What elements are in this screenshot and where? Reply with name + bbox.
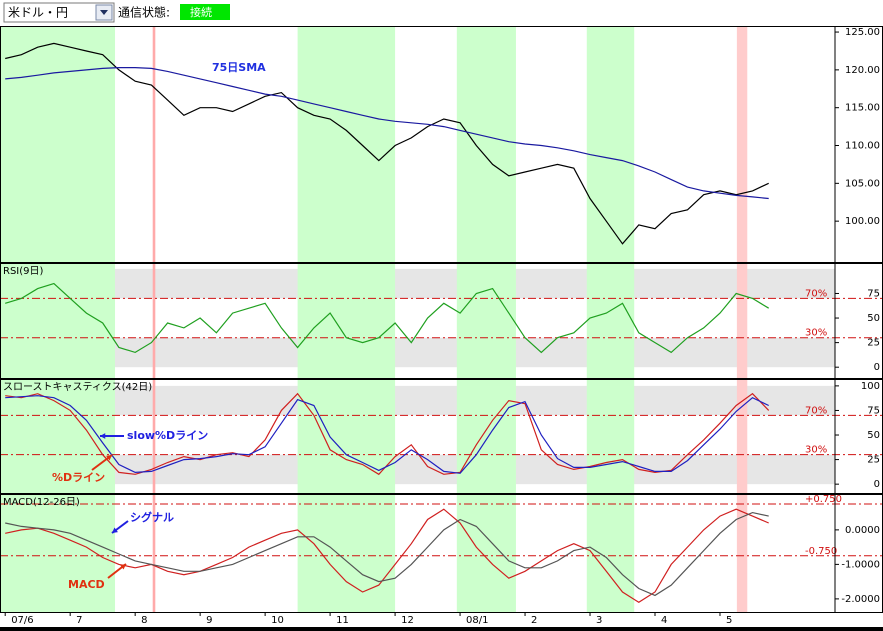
shade-band <box>0 337 835 368</box>
y-tick-label: 25 <box>867 338 880 349</box>
highlight-band <box>456 263 516 378</box>
x-tick-label: 2 <box>531 615 537 626</box>
annotation: シグナル <box>130 510 174 524</box>
panel-title: RSI(9日) <box>3 266 44 277</box>
highlight-band <box>456 379 516 493</box>
x-tick-label: 07/6 <box>11 615 33 626</box>
arrow-head <box>106 455 112 461</box>
y-tick-label: 25 <box>867 455 880 466</box>
shade-band <box>0 268 835 299</box>
dropdown-arrow <box>100 10 108 15</box>
arrow-head <box>112 527 118 533</box>
highlight-band <box>736 26 748 262</box>
series-line <box>5 392 770 476</box>
series-line <box>5 67 769 200</box>
y-tick-label: 125.00 <box>845 27 880 38</box>
highlight-band <box>0 263 116 378</box>
highlight-band <box>736 494 748 612</box>
x-tick-label: 11 <box>336 615 349 626</box>
status-text: 接続 <box>190 5 212 19</box>
y-tick-label: 75 <box>867 405 880 416</box>
series-line <box>5 511 769 597</box>
annotation: slow%Dライン <box>127 429 208 442</box>
highlight-band <box>0 494 116 612</box>
y-tick-label: 100 <box>861 381 880 392</box>
highlight-band <box>152 263 156 378</box>
series-line <box>5 42 769 245</box>
x-tick-label: 12 <box>401 615 414 626</box>
reference-label: 70% <box>805 288 827 299</box>
y-tick-label: 110.00 <box>845 141 880 152</box>
y-tick-label: 50 <box>867 430 880 441</box>
reference-label: +0.750 <box>805 494 842 505</box>
highlight-band <box>586 379 635 493</box>
highlight-band <box>297 494 396 612</box>
y-tick-label: 50 <box>867 313 880 324</box>
panel-title: MACD(12-26日) <box>3 497 80 508</box>
x-tick-label: 9 <box>206 615 212 626</box>
highlight-band <box>152 379 156 493</box>
reference-label: 30% <box>805 445 827 456</box>
status-box <box>180 4 230 20</box>
reference-label: 30% <box>805 328 827 339</box>
y-tick-label: 115.00 <box>845 103 880 114</box>
shade-band <box>0 385 835 416</box>
pair-select-text: 米ドル・円 <box>8 6 68 20</box>
reference-label: -0.750 <box>805 546 837 557</box>
highlight-band <box>456 494 516 612</box>
highlight-band <box>152 26 156 262</box>
status-label: 通信状態: <box>118 5 170 20</box>
highlight-band <box>0 26 116 262</box>
annotation: 75日SMA <box>212 61 266 74</box>
x-tick-label: 8 <box>141 615 147 626</box>
series-line <box>5 282 770 354</box>
highlight-band <box>586 263 635 378</box>
highlight-band <box>297 26 396 262</box>
x-tick-label: 7 <box>76 615 82 626</box>
y-tick-label: 100.00 <box>845 216 880 227</box>
x-tick-label: 10 <box>271 615 284 626</box>
y-tick-label: 0 <box>874 362 880 373</box>
y-tick-label: 75 <box>867 288 880 299</box>
series-line <box>5 395 769 474</box>
y-tick-label: 0 <box>874 479 880 490</box>
reference-label: 70% <box>805 405 827 416</box>
y-tick-label: 105.00 <box>845 178 880 189</box>
highlight-band <box>736 263 748 378</box>
pair-select[interactable] <box>3 2 115 23</box>
highlight-band <box>152 494 156 612</box>
shade-band <box>0 454 835 485</box>
series-line <box>5 508 769 604</box>
chart-background <box>0 25 883 627</box>
y-tick-label: -2.0000 <box>841 594 880 605</box>
x-tick-label: 5 <box>726 615 732 626</box>
highlight-band <box>297 263 396 378</box>
y-tick-label: 120.00 <box>845 65 880 76</box>
highlight-band <box>586 26 635 262</box>
y-tick-label: 0.0000 <box>845 525 880 536</box>
panel-title: スローストキャスティクス(42日) <box>3 381 152 393</box>
annotation: %Dライン <box>52 471 105 484</box>
y-tick-label: -1.0000 <box>841 559 880 570</box>
toolbar <box>0 0 883 25</box>
arrow-head <box>120 564 126 570</box>
highlight-band <box>586 494 635 612</box>
arrow-head <box>100 433 106 439</box>
annotation: MACD <box>68 578 105 591</box>
x-tick-label: 3 <box>596 615 602 626</box>
highlight-band <box>297 379 396 493</box>
highlight-band <box>456 26 516 262</box>
x-tick-label: 4 <box>661 615 667 626</box>
highlight-band <box>736 379 748 493</box>
x-tick-label: 08/1 <box>466 615 488 626</box>
